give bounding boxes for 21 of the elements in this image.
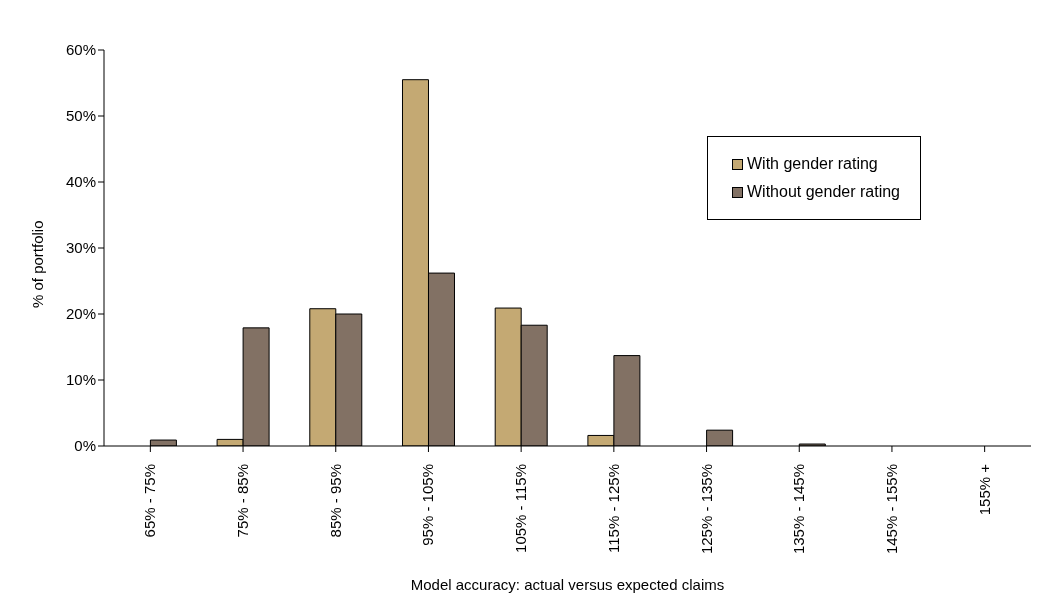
x-tick-label: 145% - 155% <box>882 464 900 555</box>
x-tick-label: 85% - 95% <box>326 464 344 538</box>
x-tick-label: 155% + <box>975 463 993 516</box>
y-tick-label: 50% <box>65 107 96 125</box>
y-tick-label: 30% <box>65 239 96 257</box>
y-tick-label: 20% <box>65 305 96 323</box>
x-tick-label: 125% - 135% <box>697 464 715 555</box>
x-tick-label: 135% - 145% <box>790 464 808 555</box>
y-tick-label: 40% <box>65 173 96 191</box>
y-tick-label: 60% <box>65 41 96 59</box>
x-tick-label: 105% - 115% <box>512 464 530 553</box>
y-tick-label: 10% <box>65 371 96 389</box>
legend-label: With gender rating <box>747 155 878 173</box>
legend-label: Without gender rating <box>747 183 900 201</box>
x-axis-title: Model accuracy: actual versus expected claims <box>409 576 726 593</box>
x-tick-label: 115% - 125% <box>604 464 622 553</box>
x-tick-label: 75% - 85% <box>234 464 252 538</box>
x-tick-label: 65% - 75% <box>141 464 159 538</box>
y-tick-label: 0% <box>74 437 96 455</box>
y-axis-title: % of portfolio <box>29 220 47 308</box>
x-tick-label: 95% - 105% <box>419 464 437 546</box>
